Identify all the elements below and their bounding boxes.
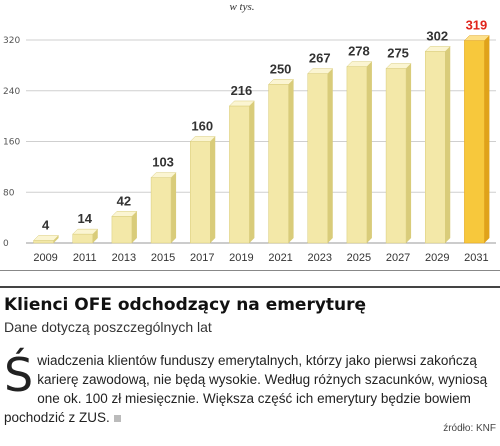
data-label-2021: 250 [270, 61, 292, 76]
bar-2025 [346, 61, 373, 244]
bar-2013 [111, 211, 138, 244]
article-body: Ś wiadczenia klientów funduszy emerytaln… [4, 351, 496, 427]
bar-2009 [32, 235, 60, 244]
bar-top-2019 [228, 100, 256, 107]
x-tick-label-2029: 2029 [425, 252, 449, 264]
bar-2029 [424, 46, 451, 244]
bar-side-2031 [484, 35, 490, 244]
bar-top-2021 [267, 79, 295, 85]
bar-side-2011 [92, 229, 98, 243]
bar-side-2025 [366, 61, 372, 243]
x-tick-label-2023: 2023 [308, 252, 332, 264]
unit-label: w tys. [229, 1, 254, 13]
article-title: Klienci OFE odchodzący na emeryturę [4, 295, 367, 315]
bar-front-2023 [307, 73, 328, 244]
data-label-2015: 103 [152, 155, 174, 170]
bar-series [32, 35, 491, 244]
x-axis-ticks: 2009 2011 2013 2015 2017 2019 2021 2023 2025 2027… [33, 252, 488, 264]
x-tick-label-2013: 2013 [112, 252, 136, 264]
data-label-2031: 319 [466, 18, 488, 33]
end-mark-icon [113, 414, 121, 422]
drop-cap: Ś [4, 348, 34, 402]
bar-2011 [72, 228, 99, 244]
data-label-2029: 302 [426, 28, 448, 43]
bar-side-2009 [53, 235, 59, 243]
bar-2027 [385, 63, 412, 244]
x-tick-label-2015: 2015 [151, 252, 175, 264]
x-tick-label-2009: 2009 [33, 252, 57, 264]
bar-2023 [307, 68, 334, 244]
bar-top-2009 [32, 235, 60, 241]
bar-side-2023 [327, 68, 333, 243]
x-tick-label-2017: 2017 [190, 252, 214, 264]
bar-top-2023 [307, 68, 334, 74]
bar-side-2013 [131, 211, 137, 243]
bar-2015 [150, 172, 177, 244]
bar-side-2021 [288, 79, 294, 243]
bar-front-2027 [385, 68, 407, 244]
data-label-2023: 267 [309, 51, 331, 66]
source-note: źródło: KNF [443, 423, 496, 434]
x-tick-label-2019: 2019 [229, 252, 253, 264]
x-tick-label-2011: 2011 [73, 252, 97, 264]
y-tick-label-240: 240 [3, 87, 20, 97]
data-labels: 4 14 42 103 160 216 250 267 278 275 302 319 [42, 18, 487, 233]
data-label-2027: 275 [387, 46, 409, 61]
article-text: wiadczenia klientów funduszy emerytalnyc… [4, 353, 488, 425]
bar-top-2015 [150, 172, 177, 178]
bar-front-2015 [150, 177, 172, 244]
y-axis-ticks: 0 80 160 240 320 [3, 36, 20, 249]
bar-front-2019 [229, 105, 250, 244]
bar-front-2031 [464, 40, 485, 244]
bar-2017 [189, 136, 216, 244]
y-tick-label-160: 160 [3, 138, 20, 148]
bar-side-2019 [249, 100, 255, 243]
y-tick-label-320: 320 [3, 36, 20, 46]
bar-top-2027 [385, 63, 412, 69]
x-tick-label-2031: 2031 [464, 252, 488, 264]
data-label-2017: 160 [191, 119, 213, 134]
bar-side-2029 [445, 46, 451, 244]
chart-divider [0, 270, 500, 271]
bar-top-2017 [189, 136, 216, 142]
bar-top-2025 [346, 61, 373, 67]
article-subtitle: Dane dotyczą poszczególnych lat [4, 319, 212, 335]
x-tick-label-2025: 2025 [347, 252, 371, 264]
bar-front-2013 [111, 216, 133, 244]
bar-side-2017 [210, 136, 216, 243]
bar-front-2011 [72, 233, 93, 244]
y-tick-label-0: 0 [3, 239, 9, 249]
bar-2019 [228, 100, 256, 244]
bar-top-2031 [463, 35, 491, 41]
data-label-2011: 14 [78, 211, 93, 226]
x-tick-label-2021: 2021 [268, 252, 292, 264]
data-label-2013: 42 [117, 193, 131, 208]
bar-chart: w tys. 0 80 160 240 320 2009 2011 2013 2015 2017… [3, 1, 496, 264]
bar-front-2009 [33, 240, 54, 244]
bar-front-2017 [190, 141, 211, 244]
bar-top-2011 [72, 228, 99, 235]
bar-2021 [267, 79, 295, 244]
y-tick-label-80: 80 [3, 188, 15, 198]
bar-front-2025 [346, 66, 368, 244]
bar-2031 [463, 35, 491, 244]
bar-front-2021 [268, 84, 289, 244]
bar-side-2015 [171, 172, 177, 243]
bar-top-2013 [111, 211, 138, 217]
bar-side-2027 [406, 63, 412, 243]
x-tick-label-2027: 2027 [386, 252, 410, 264]
title-rule [0, 286, 500, 288]
data-label-2009: 4 [42, 217, 50, 232]
bar-front-2029 [425, 51, 446, 244]
bar-top-2029 [424, 46, 451, 52]
data-label-2025: 278 [348, 44, 370, 59]
chart-grid [26, 39, 496, 244]
data-label-2019: 216 [231, 83, 253, 98]
